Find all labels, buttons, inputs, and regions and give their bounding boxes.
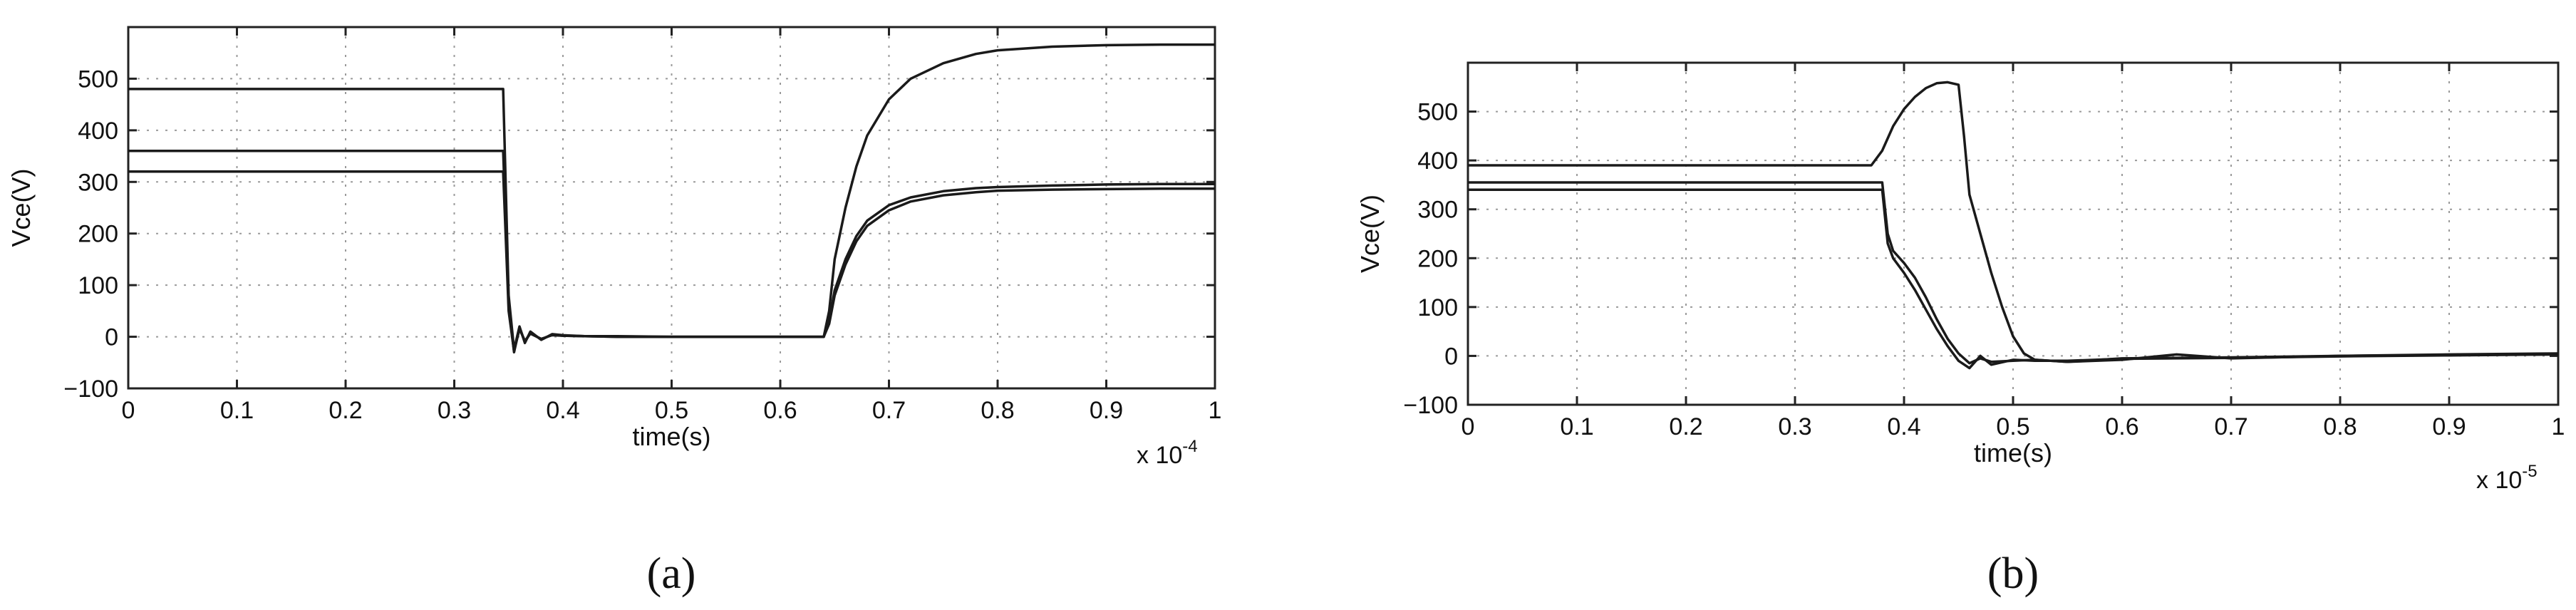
series-line-3 xyxy=(1468,188,2559,370)
series-line-3 xyxy=(128,170,1215,353)
x-tick-label: 0 xyxy=(1462,413,1475,440)
y-tick-label: 300 xyxy=(1417,197,1458,224)
y-tick-label: −100 xyxy=(63,376,118,403)
series-line-2 xyxy=(128,150,1215,354)
x-tick-label: 0.2 xyxy=(1669,413,1702,440)
x-tick-label: 1 xyxy=(1209,397,1222,424)
x-axis-multiplier-exponent: -5 xyxy=(2522,462,2537,481)
x-axis-multiplier: x 10-5 xyxy=(2476,462,2538,494)
x-tick-label: 1 xyxy=(2552,413,2565,440)
y-axis-label: Vce(V) xyxy=(6,168,36,247)
y-tick-label: 300 xyxy=(78,169,118,196)
x-axis-multiplier: x 10-4 xyxy=(1137,437,1198,469)
y-tick-label: 500 xyxy=(1417,99,1458,126)
plot-frame xyxy=(1467,61,2560,406)
x-tick-label: 0.4 xyxy=(1887,413,1920,440)
x-tick-label: 0.1 xyxy=(1560,413,1593,440)
series-line-1 xyxy=(1468,81,2559,363)
chart-panel-a: 0 0.1 0.2 0.3 0.4 0.5 0.6 0.7 0.8 0.9 1−1000100200… xyxy=(6,26,1222,598)
y-tick-label: 100 xyxy=(1417,294,1458,321)
panel-caption: (a) xyxy=(647,549,696,598)
y-tick-label: 200 xyxy=(1417,245,1458,272)
y-tick-label: 0 xyxy=(1444,343,1458,370)
x-tick-label: 0.8 xyxy=(2323,413,2357,440)
y-tick-label: 200 xyxy=(78,221,118,248)
panel-caption: (b) xyxy=(1987,549,2039,598)
x-tick-label: 0.4 xyxy=(546,397,579,424)
series-line-1 xyxy=(128,43,1215,351)
x-tick-label: 0.7 xyxy=(872,397,906,424)
x-axis-multiplier-exponent: -4 xyxy=(1182,437,1197,456)
chart-panel-b: 0 0.1 0.2 0.3 0.4 0.5 0.6 0.7 0.8 0.9 1−1000100200… xyxy=(1355,61,2565,598)
x-tick-label: 0.7 xyxy=(2214,413,2247,440)
x-tick-label: 0.2 xyxy=(329,397,362,424)
x-tick-label: 0.6 xyxy=(763,397,797,424)
y-tick-label: 400 xyxy=(78,118,118,145)
x-tick-label: 0.9 xyxy=(2432,413,2466,440)
x-tick-label: 0 xyxy=(122,397,135,424)
x-tick-label: 0.9 xyxy=(1090,397,1123,424)
y-tick-label: −100 xyxy=(1403,392,1458,419)
y-axis-label: Vce(V) xyxy=(1355,195,1385,273)
x-tick-label: 0.5 xyxy=(655,397,688,424)
y-tick-label: 100 xyxy=(78,272,118,299)
x-tick-label: 0.6 xyxy=(2105,413,2138,440)
x-tick-label: 0.1 xyxy=(220,397,254,424)
x-tick-label: 0.3 xyxy=(1778,413,1811,440)
x-axis-label: time(s) xyxy=(1974,438,2052,467)
y-tick-label: 400 xyxy=(1417,148,1458,175)
x-axis-label: time(s) xyxy=(633,422,711,451)
x-tick-label: 0.5 xyxy=(1996,413,2029,440)
x-tick-label: 0.3 xyxy=(438,397,471,424)
y-tick-label: 0 xyxy=(105,324,118,351)
x-tick-label: 0.8 xyxy=(981,397,1014,424)
y-tick-label: 500 xyxy=(78,66,118,93)
